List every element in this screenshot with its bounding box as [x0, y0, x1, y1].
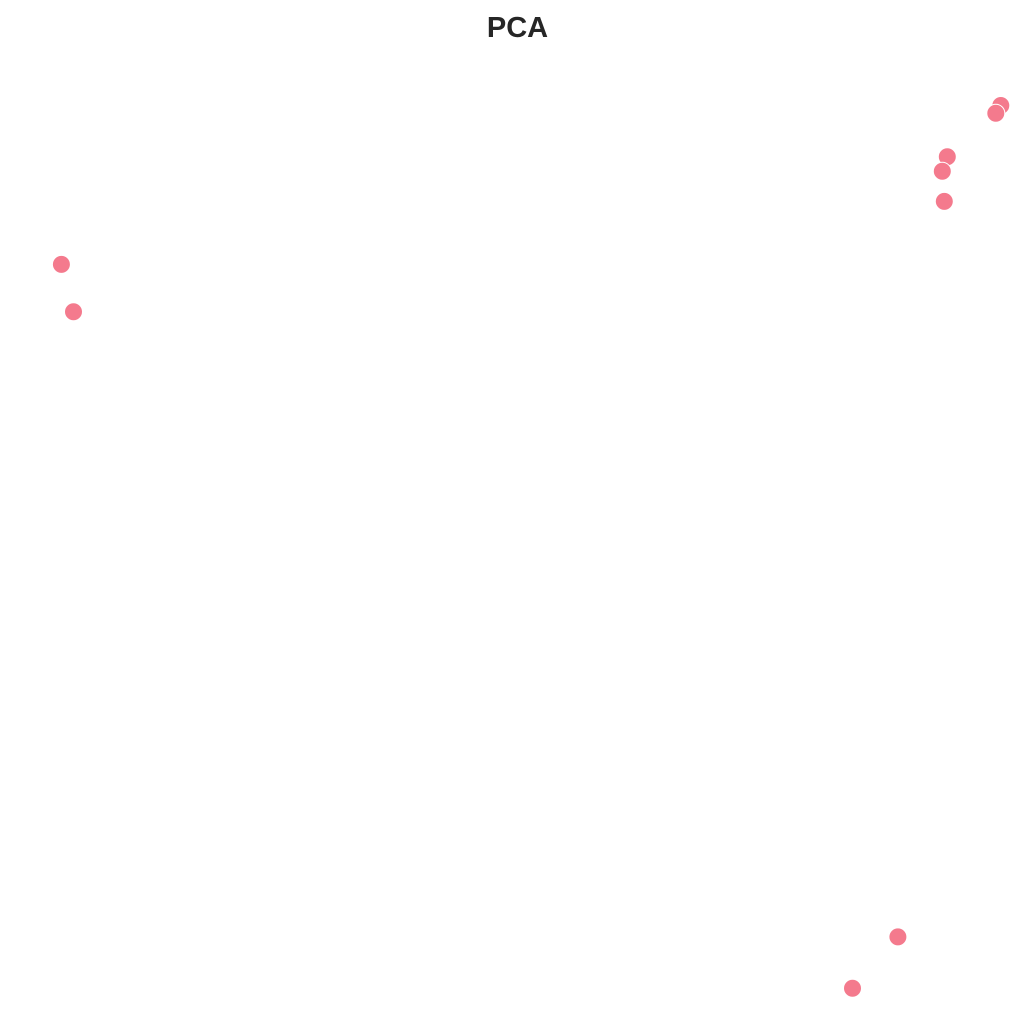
scatter-point — [932, 161, 952, 181]
scatter-point — [843, 978, 862, 998]
scatter-point — [986, 103, 1006, 123]
scatter-point — [888, 927, 908, 947]
scatter-points — [51, 96, 1011, 998]
chart-title: PCA — [487, 12, 548, 44]
scatter-point — [64, 302, 83, 322]
scatter-point — [934, 191, 954, 211]
scatter-point — [51, 254, 71, 274]
